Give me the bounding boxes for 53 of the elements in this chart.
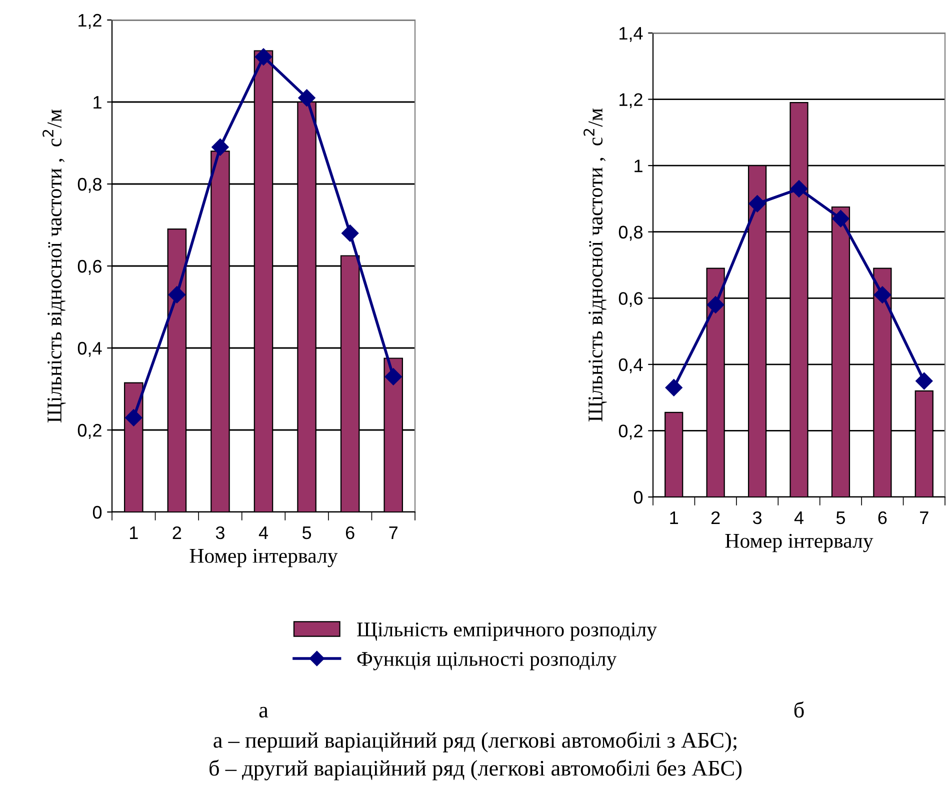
x-tick-label: 1: [130, 526, 138, 539]
x-axis-title: Номер інтервалу: [190, 548, 338, 568]
x-tick-label: 5: [836, 512, 845, 524]
legend-label: Щільність емпіричного розподілу: [357, 622, 657, 641]
x-tick-label: 7: [389, 526, 398, 539]
x-tick-label: 6: [346, 526, 354, 540]
x-tick-label: 2: [172, 526, 182, 539]
y-tick-label: 0,6: [78, 260, 102, 275]
point: [748, 195, 766, 212]
x-tick-label: 4: [794, 512, 804, 524]
point: [212, 138, 229, 156]
y-tick-label: 0: [92, 506, 102, 519]
point: [384, 368, 402, 386]
y-tick-label: 0: [634, 490, 643, 504]
y-axis-title: Щільність відносної частоти , с$^{2}$/м: [584, 108, 607, 422]
x-tick-label: 5: [302, 526, 312, 540]
text: а – перший варіаційний ряд (легкові автомобілі з АБС);: [214, 732, 736, 752]
y-tick-label: 0,4: [78, 342, 102, 357]
y-tick-label: 0,4: [618, 358, 643, 374]
text: а: [259, 706, 268, 718]
x-tick-label: 3: [752, 511, 762, 524]
y-tick-label: 0,2: [78, 424, 102, 439]
point: [342, 224, 359, 242]
x-tick-label: 7: [920, 512, 928, 524]
text: б – другий варіаційний ряд (легкові автомобілі без АБС): [210, 760, 742, 780]
point: [168, 286, 186, 304]
y-tick-label: 1,2: [78, 14, 102, 29]
y-axis-title: Щільність відносної частоти , с$^{2}$/м: [42, 109, 66, 422]
point: [790, 180, 808, 198]
y-tick-label: 0,6: [618, 292, 642, 307]
y-tick-label: 1,4: [620, 27, 643, 42]
x-axis-title: Номер інтервалу: [725, 534, 874, 552]
point: [298, 89, 316, 106]
point: [665, 379, 682, 396]
point: [832, 210, 850, 228]
x-tick-label: 2: [711, 511, 720, 524]
y-tick-label: 0,8: [618, 226, 642, 241]
y-tick-label: 1: [94, 96, 102, 109]
x-tick-label: 4: [258, 526, 268, 539]
point: [874, 286, 891, 304]
point: [916, 372, 933, 390]
x-tick-label: 1: [670, 512, 678, 524]
y-tick-label: 0,8: [78, 178, 102, 193]
y-tick-label: 1,2: [620, 93, 642, 108]
point: [707, 296, 724, 314]
y-tick-label: 1: [634, 160, 642, 172]
y-tick-label: 0,2: [618, 424, 642, 440]
x-tick-label: 3: [216, 526, 224, 540]
legend-label: Функція щільності розподілу: [357, 652, 617, 670]
text: б: [794, 701, 804, 718]
point: [125, 409, 142, 426]
x-tick-label: 6: [878, 511, 887, 524]
point: [254, 48, 272, 66]
